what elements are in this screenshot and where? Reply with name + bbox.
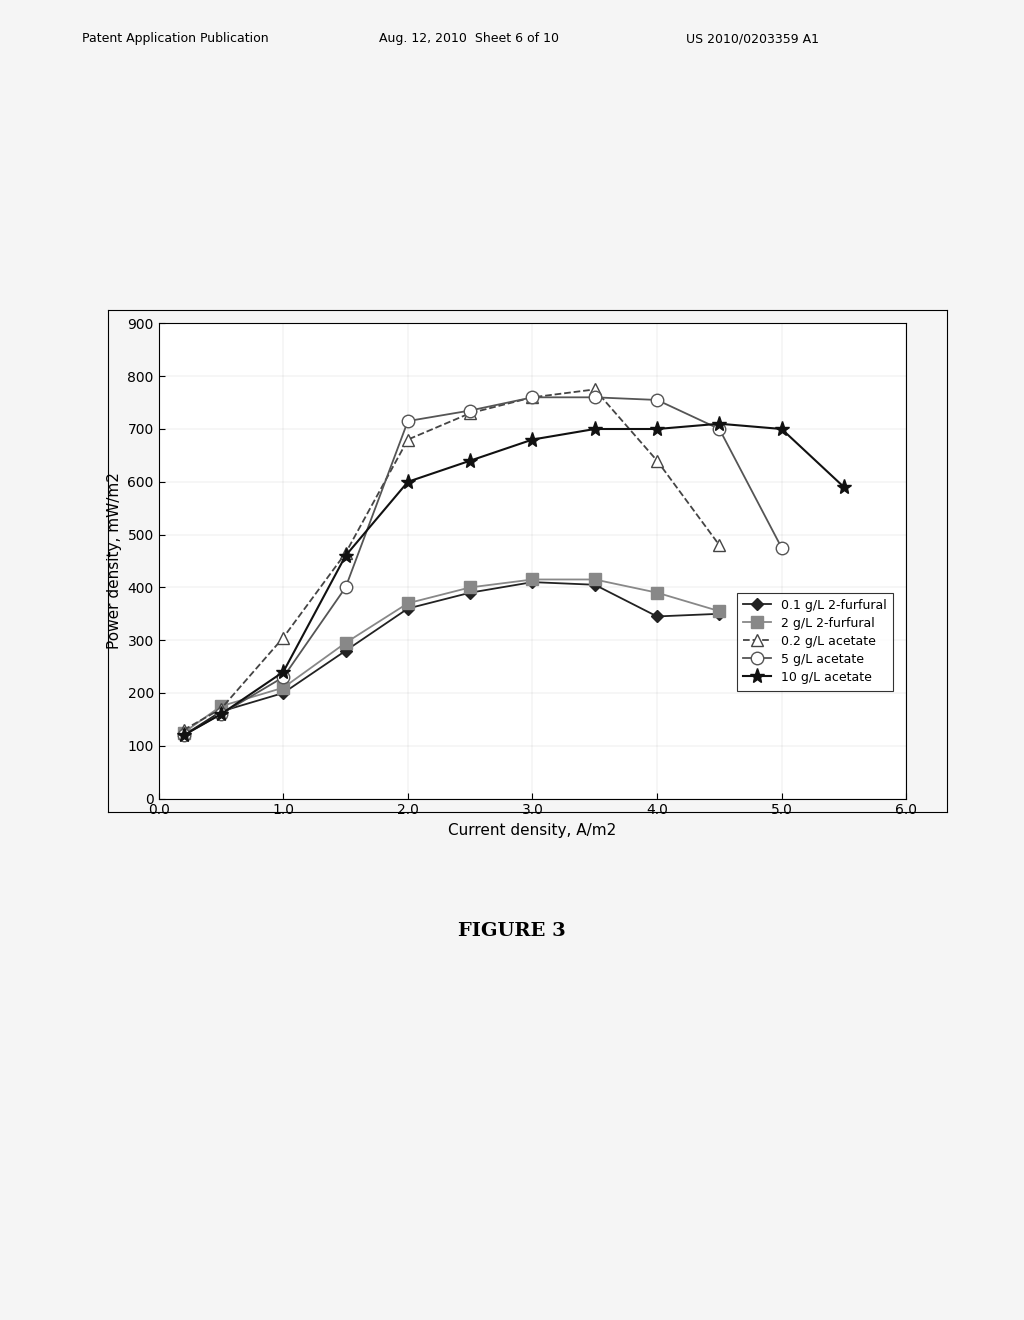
10 g/L acetate [278, 664, 290, 680]
0.1 g/L 2-furfural [215, 704, 227, 719]
5 g/L acetate [589, 389, 601, 405]
Y-axis label: Power density, mW/m2: Power density, mW/m2 [106, 473, 122, 649]
5 g/L acetate [401, 413, 414, 429]
0.2 g/L acetate [651, 453, 664, 469]
Text: Aug. 12, 2010  Sheet 6 of 10: Aug. 12, 2010 Sheet 6 of 10 [379, 32, 559, 45]
0.1 g/L 2-furfural [464, 585, 476, 601]
Line: 5 g/L acetate: 5 g/L acetate [177, 391, 787, 742]
0.2 g/L acetate [589, 381, 601, 397]
2 g/L 2-furfural [401, 595, 414, 611]
5 g/L acetate [177, 727, 189, 743]
Legend: 0.1 g/L 2-furfural, 2 g/L 2-furfural, 0.2 g/L acetate, 5 g/L acetate, 10 g/L ace: 0.1 g/L 2-furfural, 2 g/L 2-furfural, 0.… [736, 593, 893, 690]
2 g/L 2-furfural [589, 572, 601, 587]
10 g/L acetate [215, 706, 227, 722]
0.2 g/L acetate [177, 722, 189, 738]
X-axis label: Current density, A/m2: Current density, A/m2 [449, 822, 616, 838]
2 g/L 2-furfural [464, 579, 476, 595]
5 g/L acetate [278, 669, 290, 685]
0.2 g/L acetate [464, 405, 476, 421]
0.2 g/L acetate [401, 432, 414, 447]
Line: 0.1 g/L 2-furfural: 0.1 g/L 2-furfural [179, 578, 724, 739]
0.1 g/L 2-furfural [278, 685, 290, 701]
0.2 g/L acetate [713, 537, 725, 553]
Text: FIGURE 3: FIGURE 3 [458, 921, 566, 940]
10 g/L acetate [401, 474, 414, 490]
5 g/L acetate [713, 421, 725, 437]
0.1 g/L 2-furfural [526, 574, 539, 590]
10 g/L acetate [838, 479, 850, 495]
2 g/L 2-furfural [215, 698, 227, 714]
0.1 g/L 2-furfural [589, 577, 601, 593]
10 g/L acetate [464, 453, 476, 469]
2 g/L 2-furfural [340, 635, 352, 651]
0.2 g/L acetate [526, 389, 539, 405]
0.1 g/L 2-furfural [651, 609, 664, 624]
0.2 g/L acetate [340, 545, 352, 561]
10 g/L acetate [651, 421, 664, 437]
10 g/L acetate [775, 421, 787, 437]
5 g/L acetate [215, 706, 227, 722]
5 g/L acetate [340, 579, 352, 595]
Line: 2 g/L 2-furfural: 2 g/L 2-furfural [178, 574, 725, 738]
10 g/L acetate [177, 727, 189, 743]
5 g/L acetate [651, 392, 664, 408]
Line: 0.2 g/L acetate: 0.2 g/L acetate [177, 383, 726, 737]
10 g/L acetate [526, 432, 539, 447]
5 g/L acetate [526, 389, 539, 405]
0.2 g/L acetate [215, 701, 227, 717]
Line: 10 g/L acetate: 10 g/L acetate [176, 416, 852, 743]
5 g/L acetate [464, 403, 476, 418]
2 g/L 2-furfural [177, 725, 189, 741]
2 g/L 2-furfural [713, 603, 725, 619]
2 g/L 2-furfural [278, 680, 290, 696]
Text: Patent Application Publication: Patent Application Publication [82, 32, 268, 45]
0.1 g/L 2-furfural [340, 643, 352, 659]
2 g/L 2-furfural [526, 572, 539, 587]
10 g/L acetate [589, 421, 601, 437]
0.2 g/L acetate [278, 630, 290, 645]
0.1 g/L 2-furfural [401, 601, 414, 616]
2 g/L 2-furfural [651, 585, 664, 601]
10 g/L acetate [713, 416, 725, 432]
0.1 g/L 2-furfural [177, 727, 189, 743]
5 g/L acetate [775, 540, 787, 556]
10 g/L acetate [340, 548, 352, 564]
Text: US 2010/0203359 A1: US 2010/0203359 A1 [686, 32, 819, 45]
0.1 g/L 2-furfural [713, 606, 725, 622]
